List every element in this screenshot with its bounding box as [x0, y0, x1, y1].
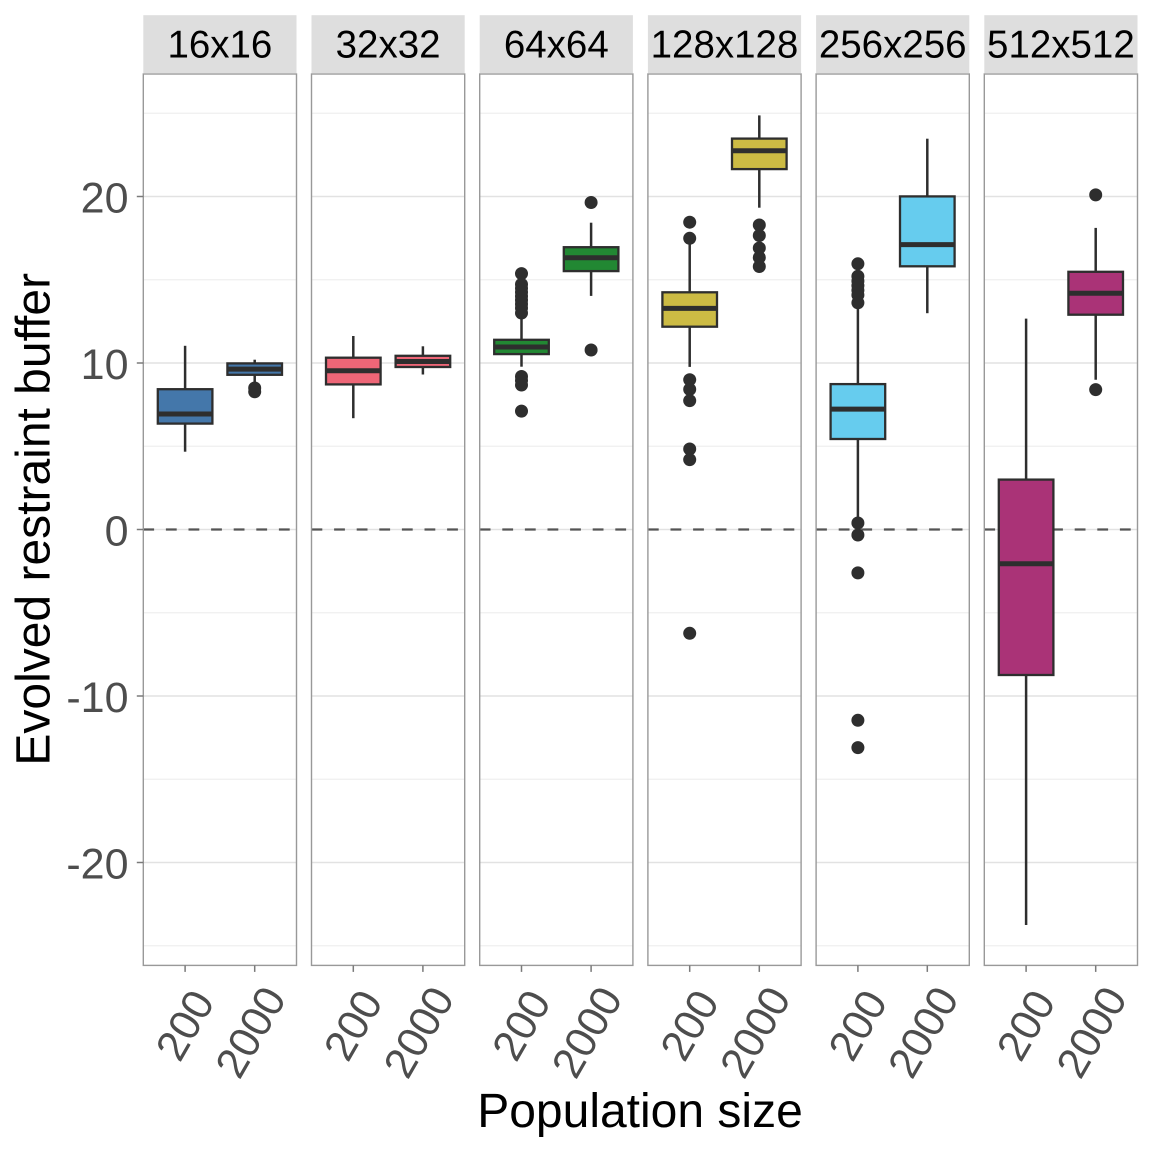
svg-text:Population size: Population size: [477, 1085, 803, 1138]
svg-text:32x32: 32x32: [336, 24, 441, 67]
svg-text:-20: -20: [66, 840, 128, 888]
svg-text:10: 10: [81, 341, 129, 389]
svg-text:64x64: 64x64: [504, 24, 609, 67]
svg-text:128x128: 128x128: [651, 24, 799, 67]
svg-text:20: 20: [81, 174, 129, 222]
svg-text:Evolved restraint buffer: Evolved restraint buffer: [8, 273, 61, 766]
svg-text:256x256: 256x256: [819, 24, 967, 67]
svg-text:512x512: 512x512: [987, 24, 1135, 67]
svg-text:-10: -10: [66, 674, 128, 722]
svg-text:16x16: 16x16: [167, 24, 272, 67]
svg-text:0: 0: [105, 507, 129, 555]
